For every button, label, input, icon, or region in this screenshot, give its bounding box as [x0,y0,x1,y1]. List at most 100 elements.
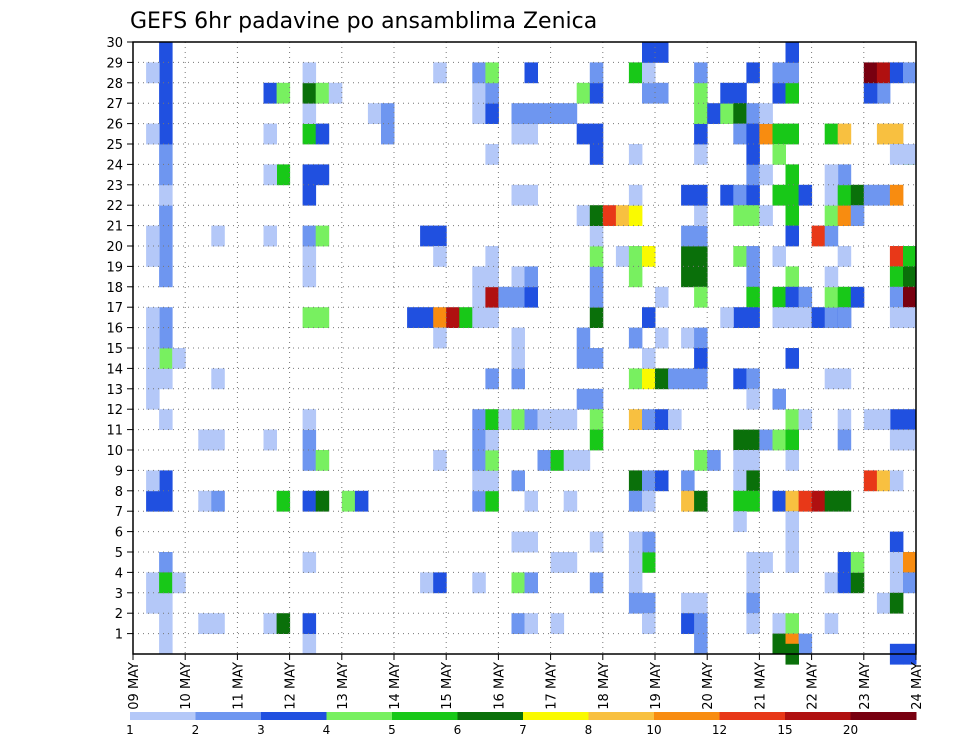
heatmap-cell [772,144,786,165]
heatmap-cell [694,348,708,369]
heatmap-cell [746,62,760,84]
heatmap-cell [889,409,904,430]
heatmap-cell [642,552,656,573]
grid-lines [133,42,916,654]
heatmap-cell [472,286,486,308]
colorbar-swatch [588,712,655,720]
heatmap-cell [146,592,160,614]
heatmap-cell [159,62,173,84]
heatmap-cell [798,490,813,512]
heatmap-cell [367,103,382,124]
heatmap-cell [837,552,852,573]
heatmap-cell [159,368,173,390]
heatmap-cell [824,286,839,308]
heatmap-cell [524,409,538,430]
heatmap-cell [485,103,499,124]
heatmap-cell [589,388,604,410]
heatmap-cell [642,470,656,492]
heatmap-cell [211,225,225,247]
heatmap-cell [628,266,643,288]
heatmap-cell [159,246,173,267]
heatmap-cell [159,42,173,63]
heatmap-cell [876,470,891,492]
heatmap-cell [889,307,904,328]
heatmap-cell [159,144,173,165]
heatmap-cell [681,225,695,247]
heatmap-cell [146,388,160,410]
heatmap-cell [159,164,173,186]
heatmap-cell [563,552,578,573]
heatmap-cell [785,286,799,308]
heatmap-cell [889,246,904,267]
heatmap-cell [824,572,839,594]
heatmap-cell [433,450,447,471]
heatmap-cell [681,490,695,512]
heatmap-cell [746,123,760,145]
heatmap-cell [785,184,799,206]
heatmap-cell [485,450,499,471]
heatmap-cell [694,450,708,471]
heatmap-cell [837,205,852,226]
heatmap-cell [746,286,760,308]
heatmap-cell [302,633,317,655]
heatmap-cell [446,307,460,328]
heatmap-cell [211,613,225,634]
heatmap-cell [876,82,891,104]
heatmap-cell [485,307,499,328]
heatmap-cell [433,307,447,328]
heatmap-cell [589,246,604,267]
heatmap-cell [694,62,708,84]
heatmap-cell [746,164,760,186]
heatmap-cell [472,429,486,451]
heatmap-cell [759,103,773,124]
heatmap-cell [146,327,160,349]
heatmap-cell [433,246,447,267]
heatmap-cell [837,164,852,186]
y-tick-label: 21 [106,220,123,235]
y-tick-label: 16 [106,322,123,337]
heatmap-cell [694,103,708,124]
heatmap-cell [628,592,643,614]
heatmap-cell [159,266,173,288]
heatmap-cell [772,388,786,410]
heatmap-cell [772,82,786,104]
heatmap-cell [628,144,643,165]
heatmap-cell [903,409,917,430]
heatmap-cell [302,103,317,124]
heatmap-cell [642,613,656,634]
heatmap-cell [472,572,486,594]
heatmap-cell [576,327,591,349]
heatmap-cell [759,429,773,451]
heatmap-cell [876,409,891,430]
heatmap-cell [785,205,799,226]
heatmap-cell [824,225,839,247]
heatmap-cell [381,103,395,124]
heatmap-cell [485,144,499,165]
heatmap-cell [889,266,904,288]
colorbar-label: 6 [454,723,462,737]
heatmap-cell [707,450,721,471]
y-tick-label: 18 [106,281,123,296]
heatmap-cell [889,144,904,165]
heatmap-cell [850,552,865,573]
heatmap-cell [720,103,734,124]
heatmap-cell [837,490,852,512]
heatmap-cell [811,307,826,328]
heatmap-cell [655,368,669,390]
heatmap-cell [511,266,525,288]
heatmap-cell [302,613,317,634]
x-tick-label: 14 MAY [388,662,403,710]
heatmap-cell [785,490,799,512]
heatmap-cell [146,368,160,390]
heatmap-cell [198,613,212,634]
heatmap-cell [772,307,786,328]
heatmap-cell [472,62,486,84]
heatmap-cell [159,225,173,247]
heatmap-cell [850,205,865,226]
heatmap-cell [772,490,786,512]
heatmap-cell [576,123,591,145]
heatmap-cell [146,572,160,594]
y-tick-label: 24 [106,158,123,173]
heatmap-cell [602,205,617,226]
heatmap-cell [485,286,499,308]
